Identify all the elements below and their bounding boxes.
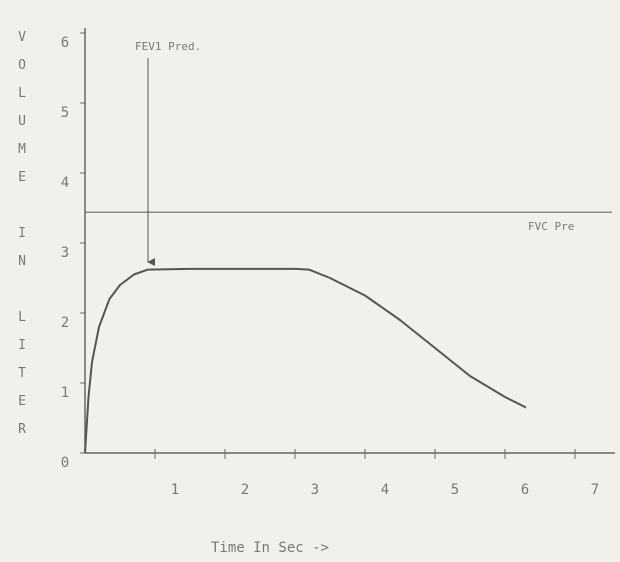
x-tick-label: 1 xyxy=(171,482,179,498)
x-tick-label: 5 xyxy=(451,482,459,498)
volume-curve xyxy=(84,267,527,454)
x-tick-label: 3 xyxy=(311,482,319,498)
y-tick-label: 4 xyxy=(61,175,69,191)
fvc-pred-label: FVC Pre xyxy=(528,220,574,233)
x-axis-label: Time In Sec -> xyxy=(211,540,329,556)
fev1-pred-label: FEV1 Pred. xyxy=(135,40,201,53)
y-tick-label: 6 xyxy=(61,35,69,51)
x-tick-label: 6 xyxy=(521,482,529,498)
x-tick-label: 2 xyxy=(241,482,249,498)
x-tick-label: 4 xyxy=(381,482,389,498)
y-tick-label: 0 xyxy=(61,455,69,471)
y-tick-label: 1 xyxy=(61,385,69,401)
y-tick-label: 2 xyxy=(61,315,69,331)
x-tick-label: 7 xyxy=(591,482,599,498)
y-axis-label: VOLUME IN LITER xyxy=(15,30,30,450)
y-tick-label: 5 xyxy=(61,105,69,121)
y-tick-label: 3 xyxy=(61,245,69,261)
